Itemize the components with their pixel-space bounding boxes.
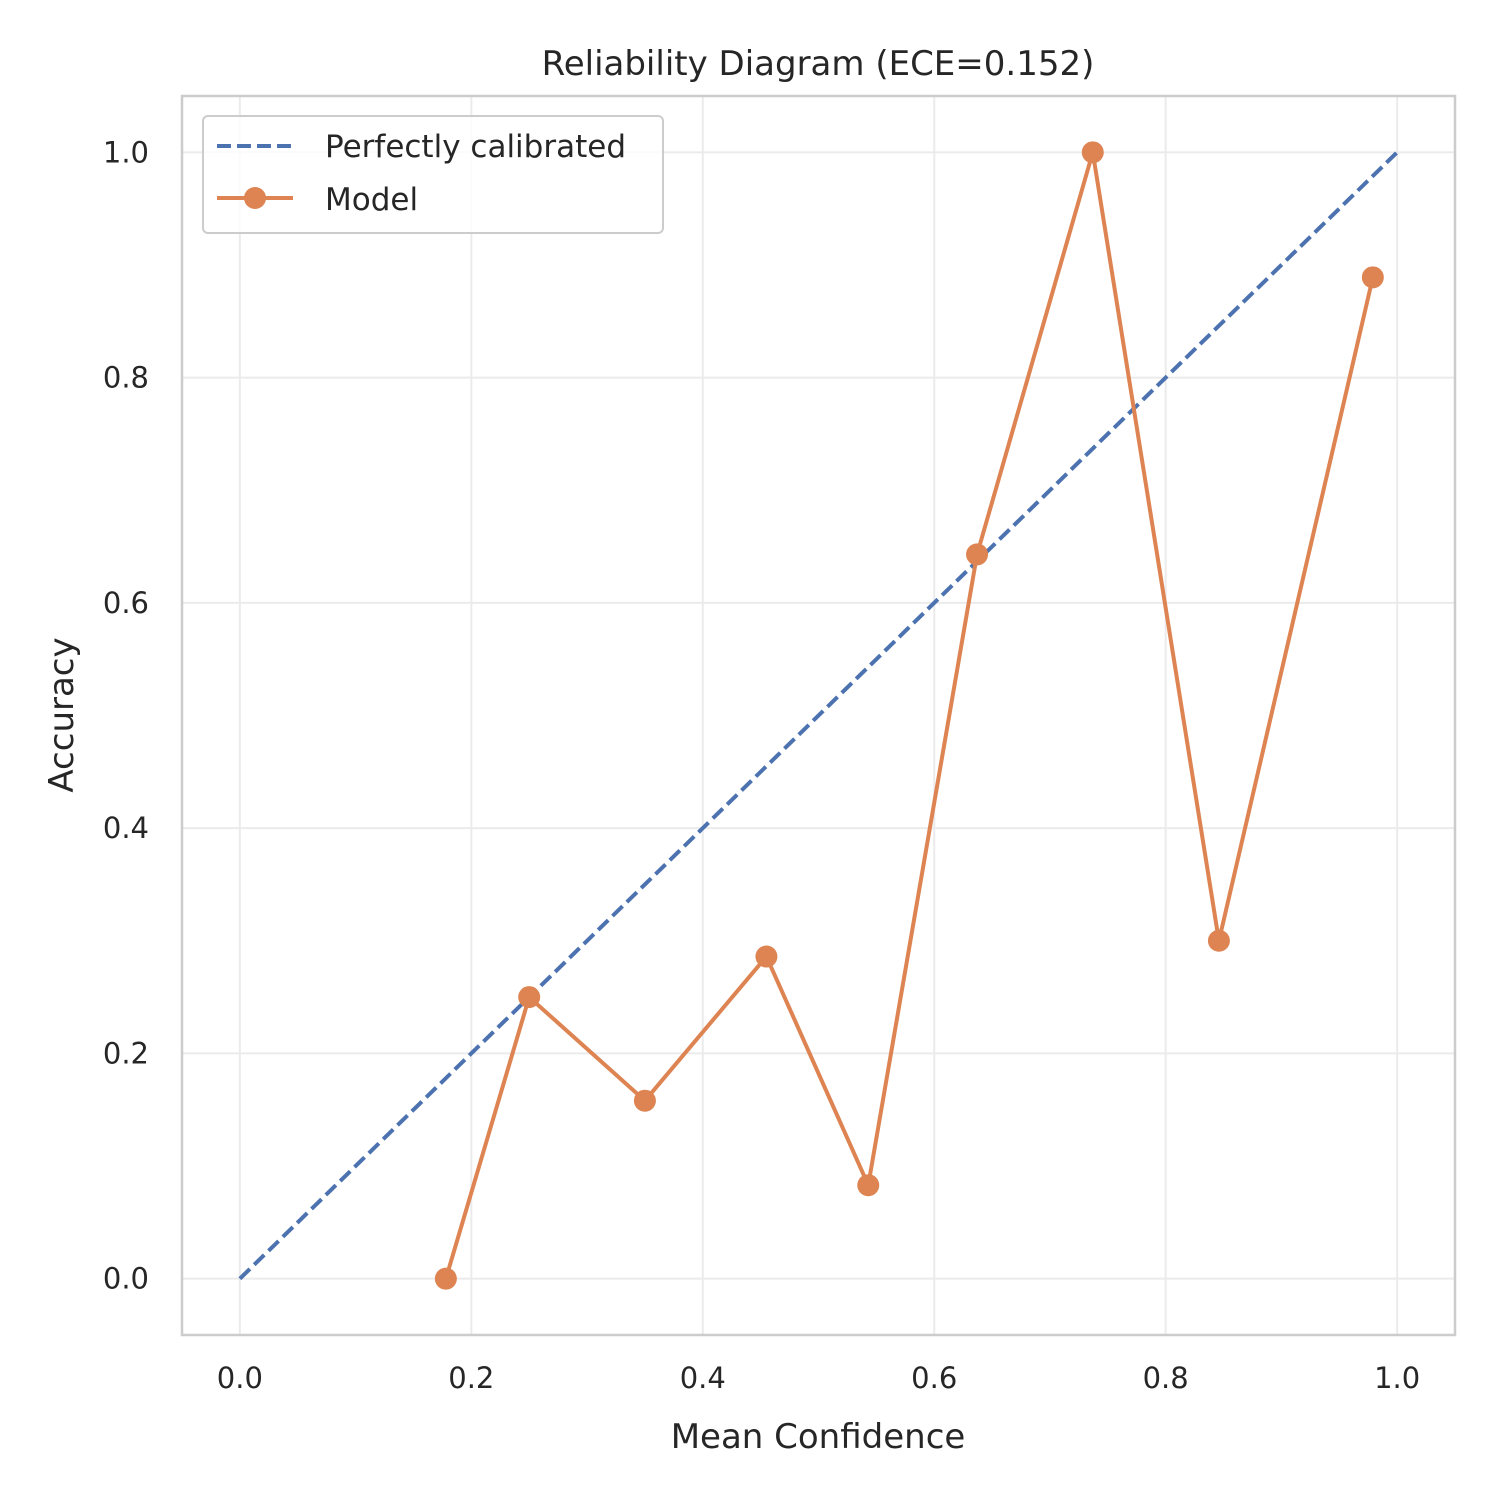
series-line-perfectly-calibrated: [238, 150, 1399, 1281]
data-point-model: [1207, 929, 1230, 952]
y-tick-label: 0.8: [103, 361, 149, 395]
legend-label-model: Model: [325, 182, 418, 218]
y-tick-label: 0.6: [103, 586, 149, 620]
data-point-model: [966, 543, 989, 566]
chart-title: Reliability Diagram (ECE=0.152): [542, 44, 1095, 84]
ticks: 0.0 0.2 0.4 0.6 0.8 1.0 0.0 0.2 0.4 0.6 0.8 1.0: [103, 135, 1420, 1395]
x-tick-label: 0.6: [911, 1361, 957, 1395]
x-tick-label: 1.0: [1374, 1361, 1420, 1395]
x-tick-label: 0.2: [448, 1361, 494, 1395]
data-point-model: [857, 1174, 880, 1197]
data-point-model: [633, 1089, 656, 1112]
series-layer: [238, 141, 1399, 1290]
data-point-model: [434, 1267, 457, 1290]
y-tick-label: 1.0: [103, 135, 149, 169]
y-tick-label: 0.4: [103, 811, 149, 845]
x-tick-label: 0.0: [217, 1361, 263, 1395]
data-point-model: [1081, 141, 1104, 164]
grid: [182, 96, 1455, 1335]
legend-box: [202, 115, 664, 234]
data-point-model: [1361, 266, 1384, 289]
y-axis-label: Accuracy: [42, 637, 82, 792]
legend: Perfectly calibrated Model: [202, 115, 664, 234]
x-axis-label: Mean Confidence: [671, 1417, 966, 1457]
plot-frame: [180, 94, 1457, 1337]
legend-label-perfectly-calibrated: Perfectly calibrated: [325, 129, 626, 165]
y-tick-label: 0.0: [103, 1262, 149, 1296]
legend-marker-model: [244, 187, 266, 209]
data-point-model: [755, 945, 778, 968]
data-point-model: [518, 986, 541, 1009]
x-tick-label: 0.8: [1143, 1361, 1189, 1395]
x-tick-label: 0.4: [680, 1361, 726, 1395]
y-tick-label: 0.2: [103, 1036, 149, 1070]
